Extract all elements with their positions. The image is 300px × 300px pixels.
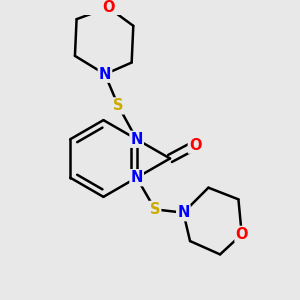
Text: S: S bbox=[150, 202, 160, 217]
Text: O: O bbox=[102, 0, 115, 15]
Text: N: N bbox=[130, 170, 143, 185]
Text: N: N bbox=[177, 205, 190, 220]
Text: N: N bbox=[130, 132, 143, 147]
Text: S: S bbox=[113, 98, 124, 113]
Text: O: O bbox=[236, 227, 248, 242]
Text: O: O bbox=[189, 138, 201, 153]
Text: N: N bbox=[99, 67, 111, 82]
